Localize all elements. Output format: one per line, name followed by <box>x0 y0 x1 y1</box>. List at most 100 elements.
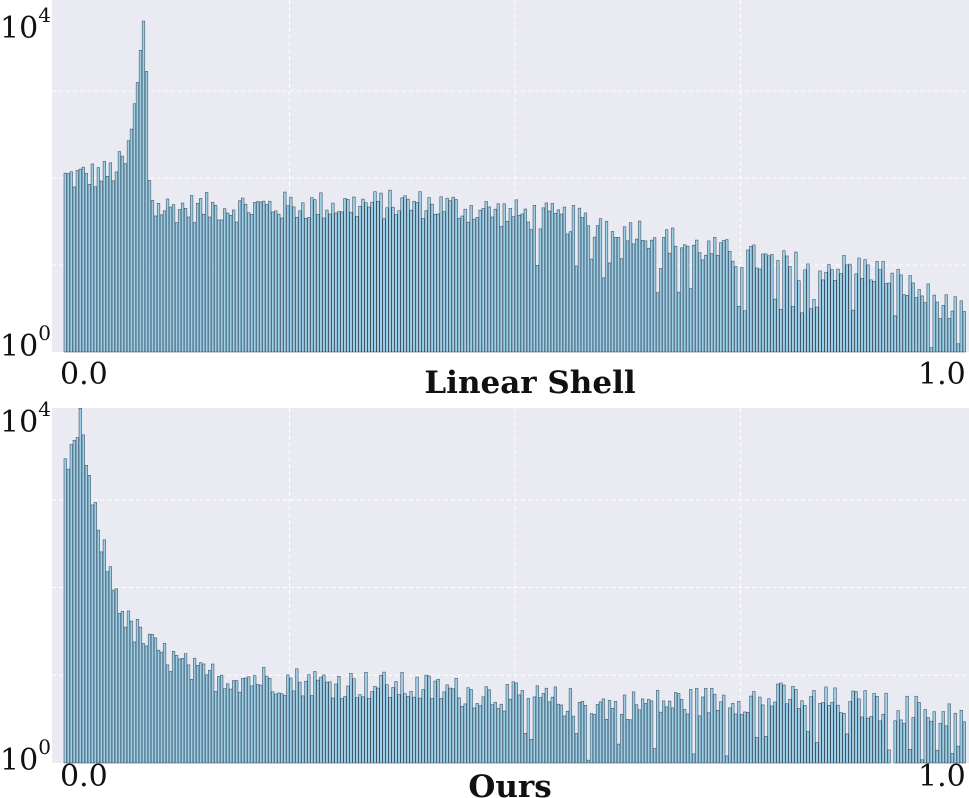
histogram-bar <box>211 663 215 764</box>
histogram-bar <box>283 191 287 353</box>
histogram-bar <box>493 208 497 353</box>
histogram-bar <box>857 257 861 353</box>
histogram-bar <box>941 305 945 353</box>
histogram-bar <box>472 707 476 764</box>
histogram-bar <box>454 199 458 353</box>
histogram-bar <box>851 309 855 353</box>
histogram-bar <box>370 691 374 764</box>
histogram-bar <box>734 713 738 764</box>
histogram-bar <box>722 240 726 353</box>
histogram-bar <box>307 217 311 353</box>
histogram-bar <box>607 700 612 764</box>
histogram-bar <box>523 208 527 353</box>
histogram-bar <box>556 209 561 353</box>
histogram-bar <box>755 267 759 353</box>
histogram-bar <box>502 710 506 764</box>
histogram-bar <box>653 748 657 764</box>
histogram-bar <box>680 699 684 764</box>
histogram-bar <box>761 704 765 764</box>
histogram-bar <box>514 682 518 764</box>
histogram-bar <box>346 685 350 764</box>
histogram-bar <box>665 229 669 353</box>
histogram-bar <box>72 440 76 764</box>
histogram-bar <box>430 203 434 353</box>
histogram-bar <box>457 218 461 353</box>
histogram-bar <box>274 693 278 764</box>
histogram-bar <box>259 201 263 353</box>
histogram-bar <box>448 687 452 764</box>
histogram-bar <box>649 700 654 764</box>
histogram-bar <box>247 212 251 353</box>
histogram-bar <box>126 610 131 764</box>
histogram-bar <box>923 302 927 353</box>
histogram-bar <box>601 277 606 353</box>
histogram-bar <box>244 203 248 353</box>
histogram-bar <box>150 200 155 353</box>
histogram-bar <box>881 261 885 353</box>
histogram-bar <box>211 201 215 353</box>
histogram-bar <box>183 208 188 353</box>
histogram-bar <box>214 691 218 764</box>
histogram-bar <box>860 716 864 764</box>
histogram-bar <box>202 663 206 764</box>
histogram-bar <box>340 698 344 764</box>
histogram-bar <box>541 207 545 353</box>
histogram-bar <box>866 264 870 353</box>
histogram-bar <box>571 715 576 764</box>
histogram-bar <box>800 312 804 353</box>
histogram-bar <box>337 675 341 764</box>
histogram-bar <box>484 686 488 764</box>
histogram-bar <box>250 214 254 353</box>
histogram-bar <box>226 683 230 764</box>
histogram-bar <box>433 214 437 353</box>
histogram-bar <box>752 244 756 353</box>
histogram-bar <box>743 711 747 764</box>
histogram-bar <box>93 186 97 353</box>
histogram-bar <box>830 269 834 353</box>
histogram-bar <box>135 82 140 353</box>
histogram-bar <box>90 504 94 764</box>
histogram-bar <box>304 217 308 353</box>
histogram-bar <box>286 674 290 764</box>
histogram-bar <box>226 212 230 353</box>
histogram-bar <box>325 681 329 764</box>
histogram-bar <box>238 691 242 764</box>
histogram-bar <box>547 701 551 764</box>
histogram-bar <box>586 759 591 764</box>
histogram-bar <box>809 308 813 353</box>
histogram-bar <box>677 693 681 764</box>
histogram-bar <box>397 694 401 764</box>
histogram-bar <box>607 262 612 353</box>
histogram-bar <box>950 310 954 353</box>
histogram-bar <box>589 258 594 353</box>
histogram-bar <box>929 720 933 764</box>
histogram-bar <box>433 680 437 764</box>
histogram-bar <box>325 209 329 353</box>
histogram-bar <box>120 155 125 353</box>
histogram-bar <box>634 704 639 764</box>
histogram-bar <box>580 700 585 764</box>
histogram-bar <box>268 677 272 764</box>
histogram-bar <box>463 703 467 764</box>
histogram-bar <box>610 708 615 764</box>
histogram-bar <box>439 196 443 353</box>
histogram-bar <box>445 684 449 764</box>
panel-linear-shell: 104 100 0.0 1.0 Linear Shell <box>0 0 969 401</box>
histogram-bar <box>601 698 606 764</box>
histogram-bar <box>532 205 536 353</box>
histogram-bar <box>773 701 777 764</box>
histogram-bar <box>388 189 392 353</box>
histogram-bar <box>436 213 440 353</box>
histogram-bar <box>941 711 945 764</box>
histogram-bar <box>674 245 678 353</box>
histogram-bar <box>277 213 281 353</box>
panel-title: Ours <box>468 769 551 798</box>
histogram-bar <box>241 678 245 764</box>
histogram-bar <box>102 539 106 764</box>
histogram-bar <box>472 218 476 353</box>
histogram-bar <box>842 712 846 764</box>
histogram-bar <box>824 271 828 353</box>
histogram-bar <box>803 269 807 353</box>
histogram-bar <box>887 282 891 353</box>
histogram-bar <box>322 674 326 764</box>
